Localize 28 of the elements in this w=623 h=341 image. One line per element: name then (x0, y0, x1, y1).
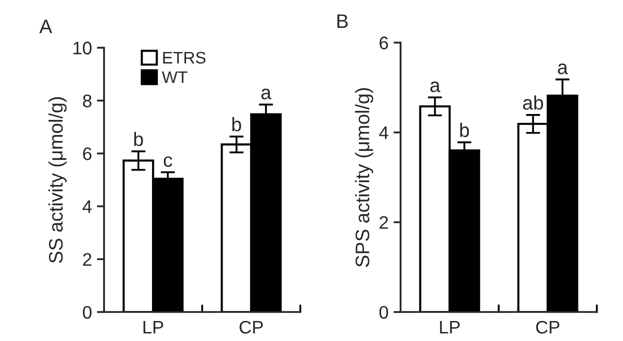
y-tick-label: 2 (380, 216, 388, 229)
annotation: ab (523, 95, 544, 110)
annotation: a (261, 88, 272, 100)
annotation: a (430, 82, 440, 92)
x-tick-label: LP (144, 321, 164, 334)
y-tick-label: 0 (82, 306, 92, 319)
y-tick-label: 4 (82, 200, 92, 213)
y-axis-title: SS activity (μmol/g) (48, 97, 67, 263)
annotation: a (558, 64, 568, 74)
annotation: b (232, 117, 242, 132)
annotation: b (460, 122, 469, 138)
y-axis-title: SPS activity (μmol/g) (355, 88, 374, 267)
annotation: c (164, 156, 172, 167)
y-tick-label: 6 (380, 36, 388, 50)
legend-label: ETRS (163, 52, 206, 64)
y-tick-label: 10 (74, 42, 92, 54)
legend-label: WT (162, 71, 188, 83)
y-tick-label: 2 (83, 253, 92, 266)
y-tick-label: 6 (83, 147, 92, 160)
y-tick-label: 0 (379, 306, 388, 319)
x-tick-label: CP (240, 320, 263, 334)
chart-title: A (39, 20, 52, 34)
y-tick-label: 8 (82, 94, 92, 108)
annotation: b (134, 132, 143, 146)
y-tick-label: 4 (379, 126, 388, 139)
x-tick-label: CP (536, 320, 560, 334)
chart-title: B (337, 14, 348, 28)
x-tick-label: LP (440, 321, 460, 334)
